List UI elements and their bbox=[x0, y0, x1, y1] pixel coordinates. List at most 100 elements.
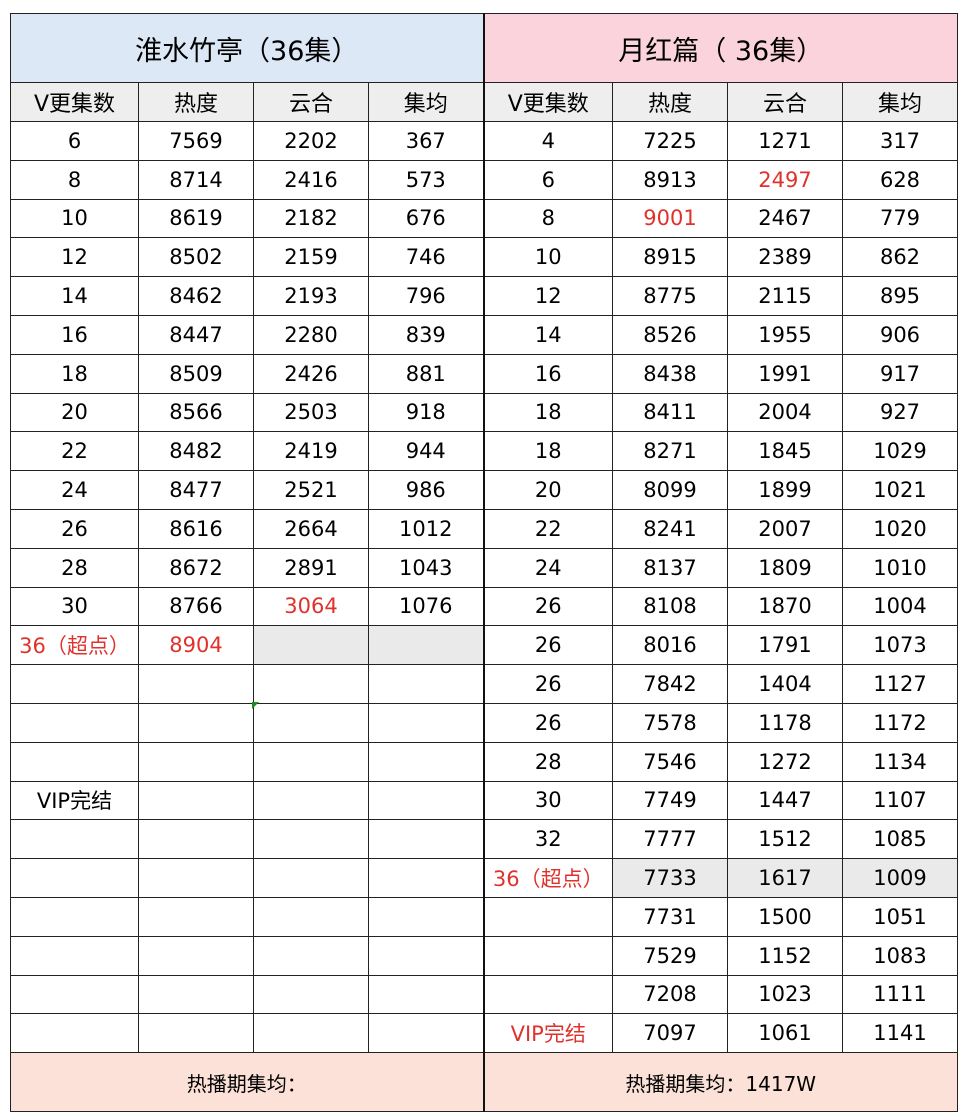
left-cell-episodes[interactable]: 30 bbox=[10, 586, 139, 627]
left-cell-heat[interactable]: 8904 bbox=[138, 625, 254, 666]
left-cell-heat[interactable]: 7569 bbox=[138, 121, 254, 161]
left-cell-avg[interactable]: 1043 bbox=[368, 547, 485, 588]
left-cell-avg[interactable] bbox=[368, 974, 485, 1015]
right-cell-avg[interactable]: 1141 bbox=[842, 1013, 958, 1054]
right-cell-heat[interactable]: 8099 bbox=[612, 470, 728, 510]
left-cell-avg[interactable] bbox=[368, 702, 485, 743]
right-cell-episodes[interactable] bbox=[483, 896, 613, 937]
right-cell-episodes[interactable]: 26 bbox=[483, 625, 613, 666]
right-cell-heat[interactable]: 8108 bbox=[612, 586, 728, 627]
right-cell-avg[interactable]: 862 bbox=[842, 237, 958, 278]
right-cell-avg[interactable]: 1111 bbox=[842, 974, 958, 1015]
left-cell-heat[interactable]: 8714 bbox=[138, 159, 254, 200]
left-cell-heat[interactable]: 8619 bbox=[138, 198, 254, 239]
right-cell-heat[interactable]: 9001 bbox=[612, 198, 728, 239]
right-cell-avg[interactable]: 1009 bbox=[842, 858, 958, 898]
left-cell-avg[interactable] bbox=[368, 625, 485, 666]
left-cell-avg[interactable]: 676 bbox=[368, 198, 485, 239]
right-cell-yunhe[interactable]: 1404 bbox=[727, 664, 843, 704]
left-cell-episodes[interactable] bbox=[10, 702, 139, 743]
right-cell-heat[interactable]: 8271 bbox=[612, 431, 728, 472]
left-cell-avg[interactable] bbox=[368, 819, 485, 860]
left-cell-yunhe[interactable]: 2664 bbox=[253, 508, 369, 549]
left-cell-yunhe[interactable]: 2426 bbox=[253, 353, 369, 394]
left-cell-avg[interactable]: 986 bbox=[368, 470, 485, 510]
left-cell-yunhe[interactable] bbox=[253, 896, 369, 937]
right-cell-episodes[interactable]: 32 bbox=[483, 819, 613, 860]
right-cell-yunhe[interactable]: 2004 bbox=[727, 392, 843, 433]
right-cell-avg[interactable]: 906 bbox=[842, 314, 958, 355]
left-cell-avg[interactable]: 918 bbox=[368, 392, 485, 433]
right-cell-yunhe[interactable]: 1791 bbox=[727, 625, 843, 666]
right-cell-avg[interactable]: 1051 bbox=[842, 896, 958, 937]
right-cell-yunhe[interactable]: 1512 bbox=[727, 819, 843, 860]
right-cell-avg[interactable]: 1085 bbox=[842, 819, 958, 860]
left-header-episodes[interactable]: V更集数 bbox=[10, 82, 139, 122]
left-cell-episodes[interactable]: 22 bbox=[10, 431, 139, 472]
right-footer-summary[interactable]: 热播期集均：1417W bbox=[483, 1052, 958, 1113]
right-cell-yunhe[interactable]: 2389 bbox=[727, 237, 843, 278]
left-cell-episodes[interactable] bbox=[10, 664, 139, 704]
right-cell-yunhe[interactable]: 1870 bbox=[727, 586, 843, 627]
right-cell-episodes[interactable]: 12 bbox=[483, 276, 613, 316]
left-header-avg[interactable]: 集均 bbox=[368, 82, 485, 122]
right-cell-yunhe[interactable]: 1500 bbox=[727, 896, 843, 937]
right-cell-heat[interactable]: 7208 bbox=[612, 974, 728, 1015]
right-cell-avg[interactable]: 1021 bbox=[842, 470, 958, 510]
right-cell-heat[interactable]: 8438 bbox=[612, 353, 728, 394]
left-cell-avg[interactable]: 1076 bbox=[368, 586, 485, 627]
left-cell-avg[interactable] bbox=[368, 935, 485, 976]
left-cell-yunhe[interactable]: 2280 bbox=[253, 314, 369, 355]
right-cell-heat[interactable]: 8915 bbox=[612, 237, 728, 278]
right-cell-avg[interactable]: 1134 bbox=[842, 741, 958, 782]
right-cell-heat[interactable]: 7578 bbox=[612, 702, 728, 743]
right-header-episodes[interactable]: V更集数 bbox=[483, 82, 613, 122]
right-cell-episodes[interactable]: 18 bbox=[483, 431, 613, 472]
left-cell-episodes[interactable]: 20 bbox=[10, 392, 139, 433]
left-cell-episodes[interactable] bbox=[10, 974, 139, 1015]
left-cell-avg[interactable]: 573 bbox=[368, 159, 485, 200]
right-cell-heat[interactable]: 7749 bbox=[612, 780, 728, 821]
left-cell-episodes[interactable] bbox=[10, 858, 139, 898]
right-cell-episodes[interactable]: 6 bbox=[483, 159, 613, 200]
left-cell-episodes[interactable]: 18 bbox=[10, 353, 139, 394]
right-cell-avg[interactable]: 917 bbox=[842, 353, 958, 394]
right-cell-avg[interactable]: 1083 bbox=[842, 935, 958, 976]
left-cell-episodes[interactable]: 26 bbox=[10, 508, 139, 549]
right-cell-episodes[interactable]: 16 bbox=[483, 353, 613, 394]
right-cell-yunhe[interactable]: 1809 bbox=[727, 547, 843, 588]
right-cell-avg[interactable]: 1029 bbox=[842, 431, 958, 472]
right-cell-heat[interactable]: 8137 bbox=[612, 547, 728, 588]
right-cell-yunhe[interactable]: 2467 bbox=[727, 198, 843, 239]
right-cell-episodes[interactable]: VIP完结 bbox=[483, 1013, 613, 1054]
left-cell-heat[interactable]: 8477 bbox=[138, 470, 254, 510]
right-cell-yunhe[interactable]: 1617 bbox=[727, 858, 843, 898]
left-cell-yunhe[interactable] bbox=[253, 935, 369, 976]
left-cell-heat[interactable]: 8462 bbox=[138, 276, 254, 316]
left-cell-yunhe[interactable] bbox=[253, 702, 369, 743]
left-cell-episodes[interactable]: 24 bbox=[10, 470, 139, 510]
left-cell-heat[interactable]: 8482 bbox=[138, 431, 254, 472]
left-cell-heat[interactable] bbox=[138, 935, 254, 976]
left-cell-heat[interactable] bbox=[138, 858, 254, 898]
left-cell-heat[interactable] bbox=[138, 819, 254, 860]
right-cell-heat[interactable]: 8241 bbox=[612, 508, 728, 549]
left-cell-heat[interactable]: 8502 bbox=[138, 237, 254, 278]
right-cell-episodes[interactable]: 36（超点） bbox=[483, 858, 613, 898]
left-cell-episodes[interactable] bbox=[10, 741, 139, 782]
right-header-heat[interactable]: 热度 bbox=[612, 82, 728, 122]
right-cell-yunhe[interactable]: 1178 bbox=[727, 702, 843, 743]
left-header-heat[interactable]: 热度 bbox=[138, 82, 254, 122]
left-cell-yunhe[interactable] bbox=[253, 741, 369, 782]
left-cell-heat[interactable]: 8672 bbox=[138, 547, 254, 588]
left-cell-heat[interactable] bbox=[138, 780, 254, 821]
left-cell-episodes[interactable]: VIP完结 bbox=[10, 780, 139, 821]
right-cell-yunhe[interactable]: 1152 bbox=[727, 935, 843, 976]
right-cell-heat[interactable]: 8775 bbox=[612, 276, 728, 316]
left-cell-avg[interactable] bbox=[368, 780, 485, 821]
left-cell-yunhe[interactable]: 2159 bbox=[253, 237, 369, 278]
right-cell-avg[interactable]: 628 bbox=[842, 159, 958, 200]
left-cell-avg[interactable] bbox=[368, 858, 485, 898]
left-cell-episodes[interactable]: 28 bbox=[10, 547, 139, 588]
right-cell-episodes[interactable]: 30 bbox=[483, 780, 613, 821]
